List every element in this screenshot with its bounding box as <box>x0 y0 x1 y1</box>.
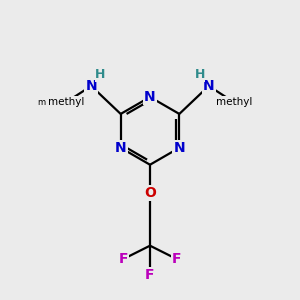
Text: F: F <box>145 268 155 282</box>
Text: methyl: methyl <box>216 97 252 107</box>
Text: N: N <box>173 141 185 155</box>
Text: N: N <box>85 79 97 93</box>
Text: methyl: methyl <box>37 98 66 107</box>
Text: methyl: methyl <box>48 97 84 107</box>
Text: F: F <box>172 252 181 266</box>
Text: N: N <box>203 79 214 93</box>
Text: H: H <box>195 68 205 81</box>
Text: O: O <box>144 186 156 200</box>
Text: H: H <box>95 68 105 81</box>
Text: N: N <box>144 90 156 104</box>
Text: methyl: methyl <box>48 99 82 109</box>
Text: N: N <box>115 141 127 155</box>
Text: F: F <box>119 252 128 266</box>
